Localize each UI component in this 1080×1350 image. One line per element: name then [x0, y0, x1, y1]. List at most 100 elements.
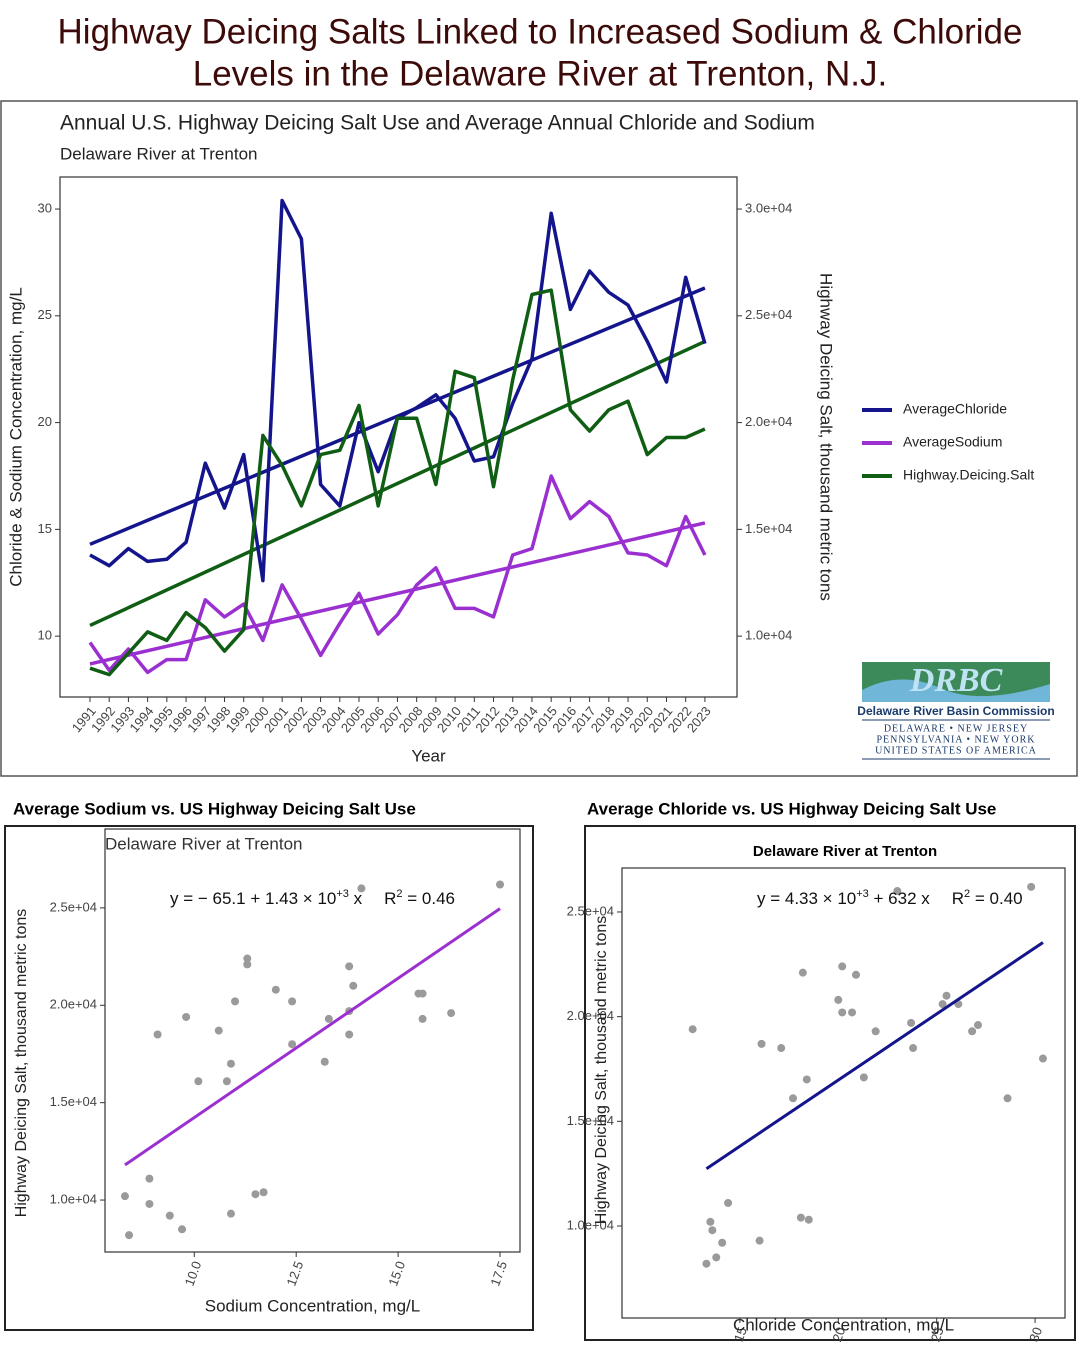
scatter-point	[1038, 1054, 1047, 1063]
y-tick-label: 2.5e+04	[50, 899, 97, 914]
x-tick-label: 25	[928, 1325, 947, 1344]
scatter-point	[938, 1000, 947, 1009]
equation-part: R	[952, 889, 964, 908]
y-tick-label: 2.5e+04	[567, 903, 614, 918]
left-frame	[4, 825, 534, 1331]
plot-area	[104, 828, 521, 1253]
logo-line: DELAWARE • NEW JERSEY	[884, 723, 1028, 734]
y-tick-label: 15	[38, 521, 52, 536]
top-frame	[0, 100, 1078, 777]
scatter-point	[145, 1199, 154, 1208]
scatter-point	[708, 1226, 717, 1235]
scatter-point	[243, 954, 252, 963]
y2-tick-label: 1.0e+04	[745, 628, 792, 643]
equation-part: + 632 x	[869, 889, 930, 908]
regression-equation: y = − 65.1 + 1.43 × 10+3 x R2 = 0.46	[170, 888, 455, 909]
y-axis-label: Chloride & Sodium Concentration, mg/L	[6, 287, 25, 587]
y-tick-label: 1.0e+04	[50, 1191, 97, 1206]
scatter-point	[909, 1044, 918, 1053]
y2-tick-label: 1.5e+04	[745, 521, 792, 536]
equation-part: = 0.46	[403, 889, 455, 908]
panel-title: Average Sodium vs. US Highway Deicing Sa…	[13, 799, 416, 818]
page-title: Levels in the Delaware River at Trenton,…	[193, 54, 887, 93]
scatter-point	[222, 1077, 231, 1086]
right-frame	[584, 825, 1076, 1341]
series-line	[88, 474, 707, 675]
chart-subtitle: Delaware River at Trenton	[105, 834, 302, 853]
fit-line	[705, 941, 1044, 1170]
x-tick-label: 10.0	[182, 1259, 205, 1288]
scatter-point	[974, 1021, 983, 1030]
scatter-point	[796, 1213, 805, 1222]
scatter-point	[1027, 882, 1036, 891]
panel-title: Average Chloride vs. US Highway Deicing …	[587, 799, 996, 818]
legend-label: Highway.Deicing.Salt	[903, 467, 1034, 483]
scatter-point	[231, 997, 240, 1006]
scatter-point	[789, 1094, 798, 1103]
scatter-point	[838, 962, 847, 971]
scatter-point	[893, 887, 902, 896]
scatter-point	[345, 962, 354, 971]
x-axis-label: Year	[411, 746, 446, 765]
x-axis-label: Sodium Concentration, mg/L	[205, 1296, 420, 1315]
scatter-point	[165, 1211, 174, 1220]
x-tick-label: 20	[829, 1325, 848, 1344]
scatter-point	[145, 1174, 154, 1183]
scatter-point	[496, 880, 505, 889]
scatter-point	[178, 1225, 187, 1234]
page-title: Highway Deicing Salts Linked to Increase…	[58, 12, 1023, 51]
logo-name: Delaware River Basin Commission	[857, 704, 1054, 718]
equation-part: +3	[336, 888, 349, 900]
equation-part: 2	[964, 888, 970, 900]
equation-part: 2	[396, 888, 402, 900]
scatter-point	[226, 1209, 235, 1218]
scatter-point	[418, 989, 427, 998]
scatter-point	[907, 1018, 916, 1027]
scatter-point	[804, 1215, 813, 1224]
x-tick-label: 12.5	[283, 1259, 306, 1288]
logo-mark: DRBC	[909, 662, 1003, 699]
scatter-point	[688, 1025, 697, 1034]
scatter-point	[851, 970, 860, 979]
scatter-point	[120, 1192, 129, 1201]
scatter-point	[349, 981, 358, 990]
scatter-point	[755, 1236, 764, 1245]
equation-part: y = − 65.1 + 1.43 × 10	[170, 889, 336, 908]
regression-equation: y = 4.33 × 10+3 + 632 x R2 = 0.40	[757, 888, 1023, 909]
legend-label: AverageSodium	[903, 434, 1002, 450]
chart-subtitle: Delaware River at Trenton	[753, 843, 937, 860]
scatter-point	[251, 1190, 260, 1199]
plot-area	[59, 176, 738, 698]
series-line	[89, 288, 706, 677]
scatter-point	[834, 995, 843, 1004]
scatter-point	[259, 1188, 268, 1197]
scatter-point	[345, 1030, 354, 1039]
x-tick-label: 30	[1026, 1325, 1045, 1344]
scatter-point	[859, 1073, 868, 1082]
y-axis-label: Highway Deicing Salt, thousand metric to…	[593, 916, 610, 1225]
x-tick-label: 15.0	[385, 1259, 408, 1288]
chart-subtitle: Delaware River at Trenton	[60, 144, 257, 163]
trend-line	[89, 339, 706, 628]
scatter-point	[182, 1012, 191, 1021]
scatter-point	[447, 1009, 456, 1018]
scatter-point	[357, 884, 366, 893]
scatter-point	[798, 968, 807, 977]
y-tick-label: 25	[38, 307, 52, 322]
chart-title: Annual U.S. Highway Deicing Salt Use and…	[60, 112, 815, 135]
scatter-point	[194, 1077, 203, 1086]
y-tick-label: 20	[38, 414, 52, 429]
scatter-point	[724, 1198, 733, 1207]
scatter-point	[271, 985, 280, 994]
x-tick-label: 17.5	[487, 1259, 510, 1288]
y-tick-label: 10	[38, 628, 52, 643]
plot-area	[621, 867, 1066, 1319]
scatter-point	[214, 1026, 223, 1035]
y2-tick-label: 2.0e+04	[745, 414, 792, 429]
scatter-point	[968, 1027, 977, 1036]
logo-line: UNITED STATES OF AMERICA	[875, 745, 1037, 756]
y-tick-label: 30	[38, 200, 52, 215]
scatter-point	[702, 1259, 711, 1268]
scatter-point	[871, 1027, 880, 1036]
